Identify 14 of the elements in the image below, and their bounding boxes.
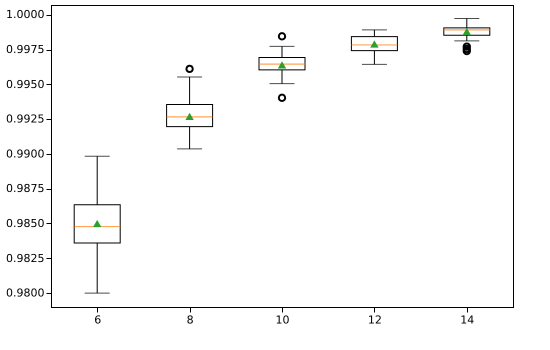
y-tick-label: 0.9850: [6, 217, 44, 230]
y-tick-label: 0.9950: [6, 78, 44, 91]
y-tick-label: 0.9825: [6, 252, 44, 265]
y-tick-label: 0.9800: [6, 286, 44, 300]
x-tick-label: 6: [94, 314, 102, 326]
x-tick-label: 12: [368, 314, 382, 326]
x-tick-label: 8: [186, 314, 194, 326]
y-tick-label: 0.9925: [6, 112, 44, 126]
x-tick-label: 14: [460, 314, 474, 326]
y-tick-label: 0.9975: [6, 43, 44, 56]
x-tick-label: 10: [276, 314, 290, 326]
y-tick-label: 0.9875: [6, 182, 44, 196]
y-tick-label: 1.0000: [6, 8, 44, 22]
y-tick-label: 0.9900: [6, 147, 44, 160]
